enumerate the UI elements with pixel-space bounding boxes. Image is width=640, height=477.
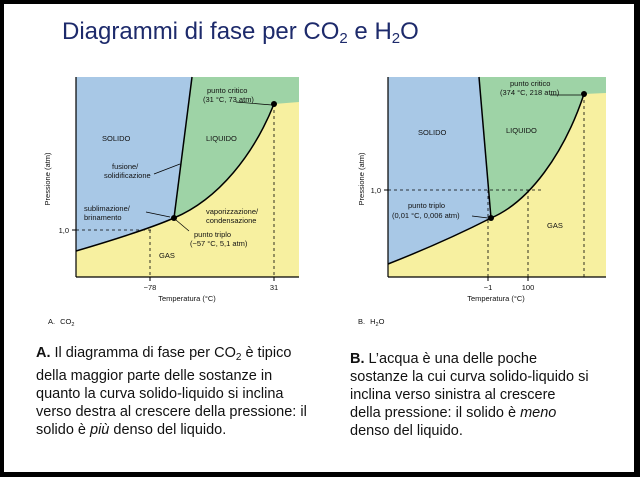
h2o-fusion-curve [478,76,492,219]
co2-sublim-label-2: brinamento [84,213,122,222]
co2-critical-leader [235,101,273,106]
diagram-co2: Pressione (atm) Temperatura (°C) 1,0 −78… [43,76,299,328]
slide: Diagrammi di fase per CO2 e H2O [4,4,634,472]
co2-critical-label-1: punto critico [207,86,247,95]
h2o-triple-leader [471,215,489,219]
co2-vap-label-2: condensazione [206,216,256,225]
h2o-x-axis-label: Temperatura (°C) [467,294,525,303]
slide-title: Diagrammi di fase per CO2 e H2O [62,18,419,47]
co2-tick-y: 1,0 [59,226,69,235]
h2o-triple-label-2: (0,01 °C, 0,006 atm) [392,211,460,220]
co2-vap-label-1: vaporizzazione/ [206,207,259,216]
h2o-vaporization-curve [490,93,585,219]
diagram-h2o: Pressione (atm) Temperatura (°C) 1,0 −1 … [357,76,606,328]
h2o-y-axis-label: Pressione (atm) [357,152,366,205]
co2-tick-x1: −78 [144,283,157,292]
co2-solid-region [76,77,192,251]
h2o-triple-point [488,215,494,221]
h2o-panel-label: B. H2O [358,317,385,328]
h2o-liquid-region [479,77,606,218]
co2-fusion-curve [173,76,193,219]
h2o-gas-label: GAS [547,221,563,230]
co2-triple-point [171,215,177,221]
h2o-tick-x1: −1 [484,283,493,292]
h2o-tick-y: 1,0 [371,186,381,195]
co2-sublim-label-1: sublimazione/ [84,204,131,213]
co2-sublim-leader [145,211,171,218]
co2-triple-leader [175,219,190,232]
co2-x-axis-label: Temperatura (°C) [158,294,216,303]
co2-critical-point [271,101,277,107]
caption-co2: A. Il diagramma di fase per CO2 è tipico… [36,345,307,438]
co2-critical-label-2: (31 °C, 73 atm) [203,95,254,104]
h2o-critical-label-2: (374 °C, 218 atm) [500,88,560,97]
co2-sublimation-curve [75,217,175,252]
phase-diagrams: Pressione (atm) Temperatura (°C) 1,0 −78… [43,76,606,328]
co2-fusion-leader [153,163,181,175]
co2-panel-label: A. CO2 [48,317,74,328]
h2o-solid-label: SOLIDO [418,128,447,137]
co2-fusion-label-1: fusione/ [112,162,139,171]
co2-gas-label: GAS [159,251,175,260]
h2o-solid-region [388,77,491,264]
h2o-critical-label-1: punto critico [510,79,550,88]
co2-triple-label-1: punto triplo [194,230,231,239]
co2-tick-x2: 31 [270,283,278,292]
co2-vaporization-curve [173,103,275,219]
h2o-tick-x2: 100 [522,283,535,292]
co2-liquid-label: LIQUIDO [206,134,237,143]
co2-solid-label: SOLIDO [102,134,131,143]
h2o-triple-label-1: punto triplo [408,201,445,210]
h2o-liquid-label: LIQUIDO [506,126,537,135]
h2o-critical-point [581,91,587,97]
co2-liquid-region [174,77,299,218]
caption-h2o: B. L’acqua è una delle poche sostanze la… [350,351,589,439]
co2-y-axis-label: Pressione (atm) [43,152,52,205]
h2o-sublimation-curve [387,217,492,265]
co2-triple-label-2: (−57 °C, 5,1 atm) [190,239,248,248]
co2-fusion-label-2: solidificazione [104,171,151,180]
